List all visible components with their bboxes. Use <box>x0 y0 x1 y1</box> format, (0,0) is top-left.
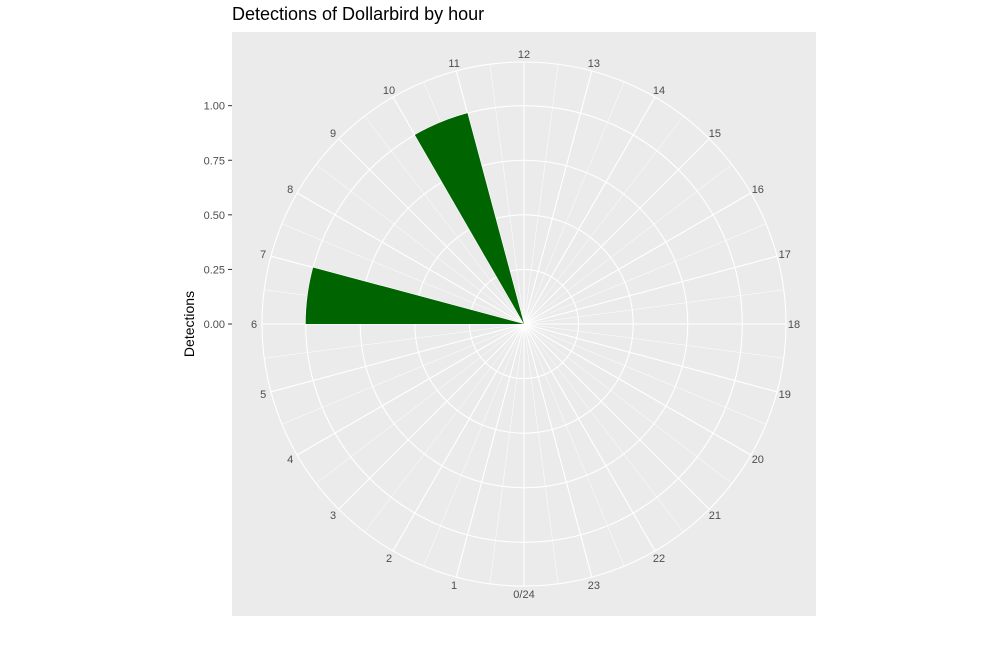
y-tick-label: 1.00 <box>204 101 225 113</box>
hour-label: 17 <box>779 249 791 261</box>
bar-hour-6 <box>305 267 524 324</box>
hour-label: 12 <box>518 49 530 61</box>
y-tick-label: 0.00 <box>204 319 225 331</box>
hour-label: 18 <box>788 319 800 331</box>
hour-label: 3 <box>330 510 336 522</box>
chart-title: Detections of Dollarbird by hour <box>232 4 485 24</box>
hour-label: 14 <box>653 85 665 97</box>
bar-hour-10 <box>414 113 524 324</box>
hour-label: 22 <box>653 553 665 565</box>
hour-label: 23 <box>588 580 600 592</box>
hour-label: 5 <box>260 389 266 401</box>
hour-label: 2 <box>386 553 392 565</box>
hour-label: 19 <box>779 389 791 401</box>
angle-label-layer: 0/24123456789101112131415161718192021222… <box>251 49 800 601</box>
hour-label: 4 <box>287 454 293 466</box>
bar-layer <box>305 113 524 324</box>
y-tick-label: 0.75 <box>204 155 225 167</box>
hour-label: 1 <box>451 580 457 592</box>
hour-label: 7 <box>260 249 266 261</box>
hour-label: 20 <box>752 454 764 466</box>
y-axis-title: Detections <box>181 291 197 357</box>
hour-label: 6 <box>251 319 257 331</box>
hour-label: 13 <box>588 58 600 70</box>
hour-label: 16 <box>752 184 764 196</box>
hour-label: 10 <box>383 85 395 97</box>
y-axis-layer: 0.00 0.25 0.50 0.75 1.00 <box>204 101 232 331</box>
hour-label: 8 <box>287 184 293 196</box>
y-tick-label: 0.50 <box>204 210 225 222</box>
y-tick-label: 0.25 <box>204 264 225 276</box>
hour-label: 9 <box>330 128 336 140</box>
hour-label: 21 <box>709 510 721 522</box>
hour-label: 0/24 <box>513 589 534 601</box>
outer-gridcircle <box>261 61 787 587</box>
hour-label: 11 <box>448 58 459 70</box>
hour-label: 15 <box>709 128 721 140</box>
